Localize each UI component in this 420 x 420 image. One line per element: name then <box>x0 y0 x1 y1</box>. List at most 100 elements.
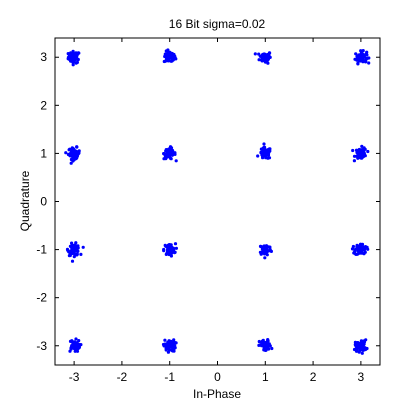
data-point <box>253 52 257 56</box>
data-point <box>361 344 365 348</box>
data-point <box>359 249 363 253</box>
data-point <box>268 344 272 348</box>
data-point <box>261 343 265 347</box>
data-point <box>267 150 271 154</box>
data-point <box>166 344 171 349</box>
data-point <box>70 55 74 60</box>
data-point <box>169 254 173 258</box>
data-point <box>356 249 360 253</box>
data-point <box>70 247 74 251</box>
data-point <box>171 344 175 348</box>
plot-frame <box>54 37 381 366</box>
data-point <box>362 339 366 343</box>
data-point <box>76 51 80 55</box>
data-point <box>357 350 361 354</box>
data-point <box>358 156 363 160</box>
data-point <box>75 249 79 253</box>
data-point <box>168 51 172 55</box>
data-point <box>81 245 85 249</box>
data-point <box>71 49 75 54</box>
data-point <box>167 59 171 63</box>
data-point <box>362 146 366 150</box>
data-point <box>360 144 364 148</box>
data-point <box>265 55 269 60</box>
data-point <box>360 242 365 246</box>
axis-ticks: -3 -2 -1 0 1 2 3 -3 -2 -1 0 1 2 3 <box>36 38 380 384</box>
y-axis-label: Quadrature <box>18 170 32 231</box>
x-tick-label: 3 <box>358 370 365 384</box>
data-point <box>260 59 264 63</box>
data-point <box>263 348 267 352</box>
data-point <box>174 159 178 163</box>
data-point <box>74 337 78 341</box>
data-point <box>167 251 171 255</box>
data-point <box>75 145 79 149</box>
data-point <box>354 349 359 353</box>
data-point <box>267 245 271 249</box>
data-point <box>359 50 363 54</box>
data-point <box>77 346 81 350</box>
data-point <box>351 244 355 249</box>
y-tick-label: -1 <box>36 243 47 257</box>
data-point <box>261 245 265 249</box>
data-point <box>353 340 357 344</box>
data-point <box>360 347 364 351</box>
data-point <box>256 154 260 158</box>
data-point <box>170 153 174 157</box>
data-point <box>356 62 360 66</box>
data-point <box>268 249 272 253</box>
data-point <box>263 345 267 349</box>
y-tick-label: 3 <box>40 50 47 64</box>
data-point <box>70 241 74 245</box>
data-point <box>74 244 78 249</box>
data-point <box>367 61 371 65</box>
data-point <box>172 52 176 57</box>
data-point <box>164 49 168 53</box>
data-point <box>353 343 357 347</box>
data-point <box>261 339 265 343</box>
data-point <box>75 253 79 257</box>
data-point <box>75 349 80 353</box>
data-point <box>354 52 358 56</box>
data-point <box>365 245 369 249</box>
scatter-points <box>64 48 371 355</box>
data-point <box>362 252 366 256</box>
data-point <box>264 148 268 152</box>
data-point <box>356 245 360 249</box>
data-point <box>64 151 68 155</box>
data-point <box>69 157 73 162</box>
data-point <box>267 156 272 160</box>
data-point <box>359 245 363 249</box>
data-point <box>75 156 79 160</box>
data-point <box>362 245 366 249</box>
data-point <box>162 249 166 253</box>
data-point <box>79 343 83 347</box>
data-point <box>169 151 173 155</box>
data-point <box>266 61 270 65</box>
data-point <box>262 142 266 146</box>
data-point <box>163 338 167 342</box>
data-point <box>68 339 73 343</box>
y-tick-label: 2 <box>40 98 47 112</box>
data-point <box>67 148 71 152</box>
data-point <box>262 250 266 254</box>
data-point <box>270 346 274 351</box>
data-point <box>356 343 360 347</box>
y-tick-label: 0 <box>40 195 47 209</box>
data-point <box>359 150 363 154</box>
data-point <box>72 60 76 64</box>
data-point <box>263 256 267 260</box>
data-point <box>74 57 78 61</box>
x-tick-label: 0 <box>214 370 221 384</box>
data-point <box>261 156 265 160</box>
data-point <box>70 146 74 150</box>
data-point <box>259 150 263 154</box>
data-point <box>268 55 272 60</box>
data-point <box>68 152 72 156</box>
data-point <box>358 53 362 57</box>
data-point <box>72 255 76 259</box>
data-point <box>265 343 269 347</box>
data-point <box>161 342 166 347</box>
data-point <box>174 246 178 250</box>
